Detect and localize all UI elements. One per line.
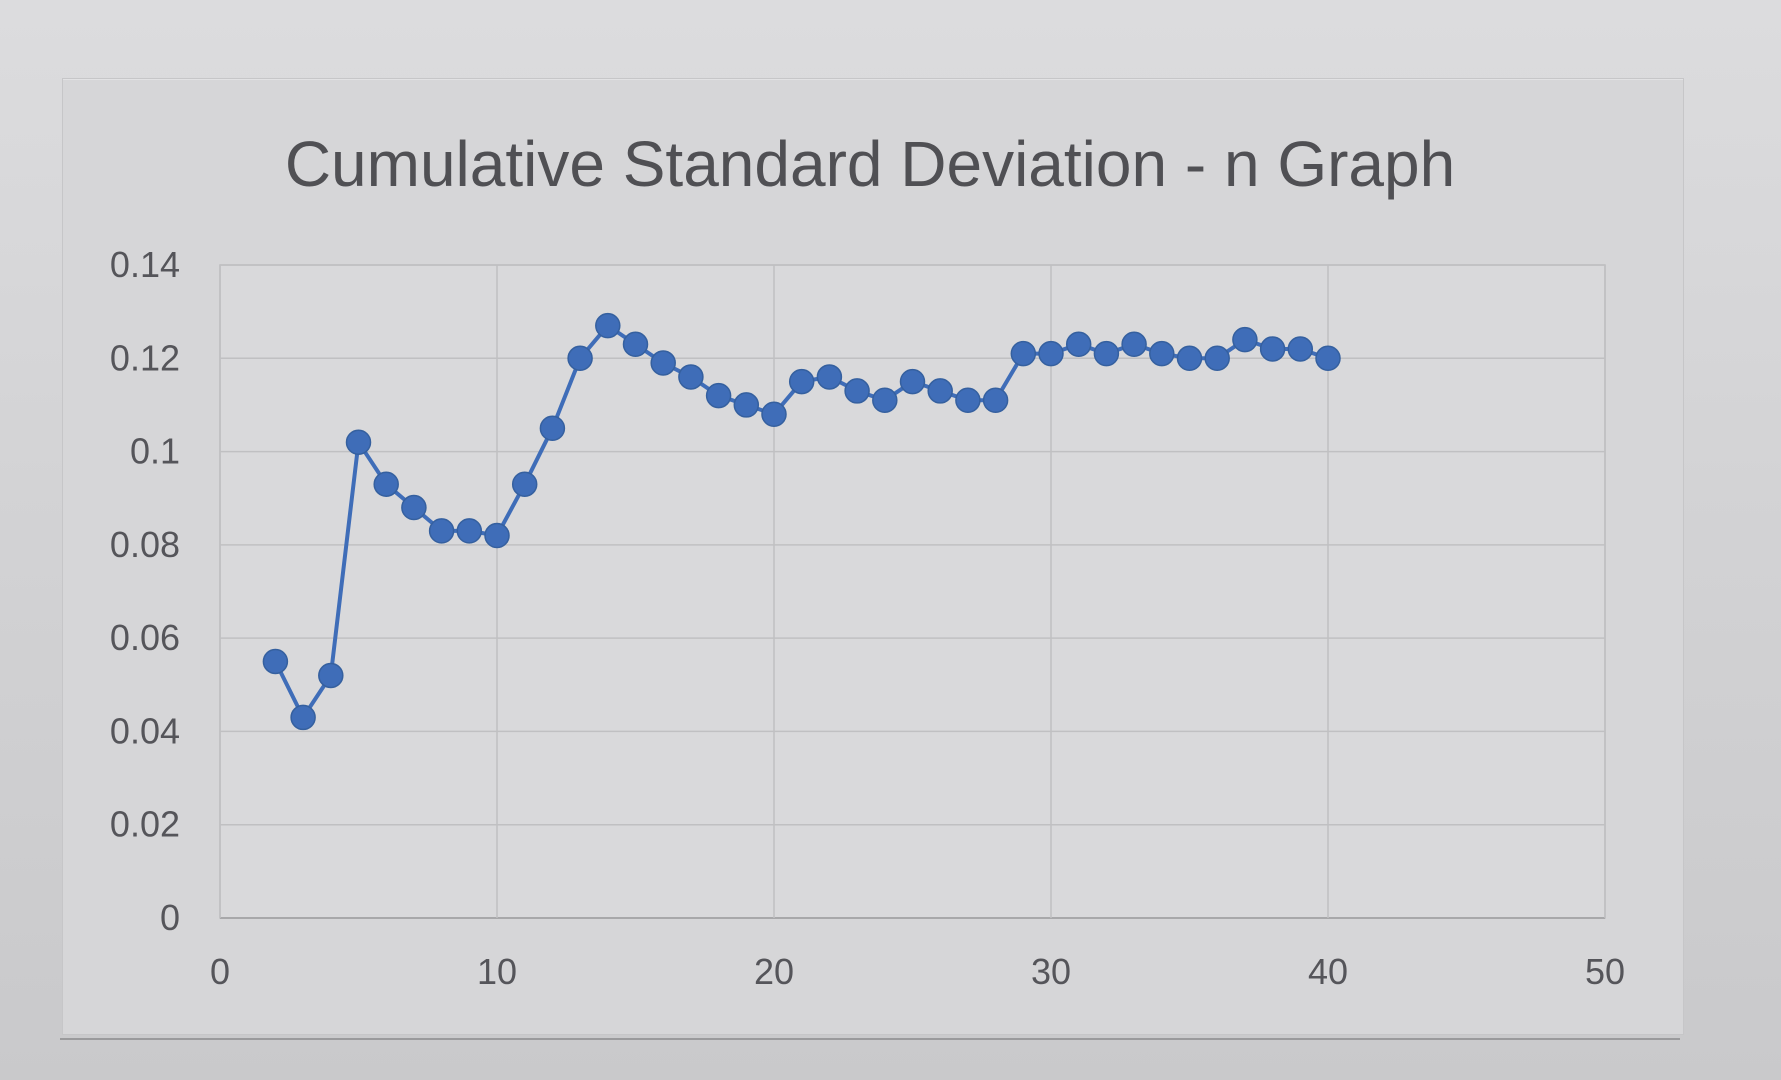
data-point: [1149, 340, 1175, 367]
y-tick-label: 0.14: [110, 244, 180, 285]
data-point: [788, 368, 815, 395]
data-point: [456, 518, 483, 544]
chart-title: Cumulative Standard Deviation - n Graph: [285, 128, 1455, 200]
x-tick-label: 50: [1585, 951, 1625, 992]
data-point: [622, 331, 649, 358]
divider: [60, 1038, 1680, 1040]
data-point: [1038, 340, 1064, 367]
data-point: [401, 494, 427, 521]
y-tick-label: 0.02: [110, 804, 180, 845]
data-point: [982, 387, 1009, 414]
data-point: [345, 429, 372, 455]
y-tick-label: 0.06: [110, 617, 180, 658]
x-tick-label: 20: [754, 951, 794, 992]
data-point: [1176, 345, 1203, 372]
data-point: [318, 662, 344, 689]
data-point: [1093, 340, 1120, 367]
grid-lines: [219, 264, 1606, 919]
data-point: [511, 471, 538, 497]
data-point: [567, 345, 593, 372]
data-point: [1287, 336, 1314, 362]
x-tick-label: 10: [477, 951, 517, 992]
y-tick-label: 0.08: [110, 524, 180, 565]
data-point: [927, 378, 953, 404]
data-point: [955, 387, 981, 414]
data-point: [733, 392, 760, 418]
data-point: [539, 415, 566, 441]
data-point: [262, 648, 289, 675]
data-point: [844, 378, 870, 404]
data-point: [705, 382, 732, 409]
y-tick-label: 0: [160, 897, 180, 938]
data-point: [678, 364, 704, 390]
data-point: [1121, 331, 1147, 358]
x-tick-label: 0: [210, 951, 230, 992]
data-point: [428, 518, 455, 544]
data-point: [1259, 336, 1286, 362]
data-point: [484, 522, 510, 549]
data-point: [899, 368, 926, 395]
data-point: [595, 312, 621, 339]
x-axis-ticks: 0 10 20 30 40 50: [210, 951, 1625, 992]
data-point: [1315, 345, 1341, 372]
plot-border: [219, 264, 1606, 919]
x-tick-label: 30: [1031, 951, 1071, 992]
data-point: [290, 704, 316, 731]
y-tick-label: 0.04: [110, 710, 180, 751]
y-tick-label: 0.1: [130, 431, 180, 472]
data-point: [816, 364, 843, 390]
data-point: [1204, 345, 1230, 372]
data-point: [373, 471, 399, 497]
data-point: [1065, 331, 1092, 358]
data-point: [761, 401, 787, 428]
y-axis-ticks: 0 0.02 0.04 0.06 0.08 0.1 0.12 0.14: [110, 244, 180, 938]
data-point: [1010, 340, 1037, 367]
data-point: [1232, 326, 1258, 353]
data-point: [872, 387, 898, 414]
y-tick-label: 0.12: [110, 337, 180, 378]
x-tick-label: 40: [1308, 951, 1348, 992]
plot-area: [262, 312, 1341, 731]
data-point: [650, 350, 676, 376]
